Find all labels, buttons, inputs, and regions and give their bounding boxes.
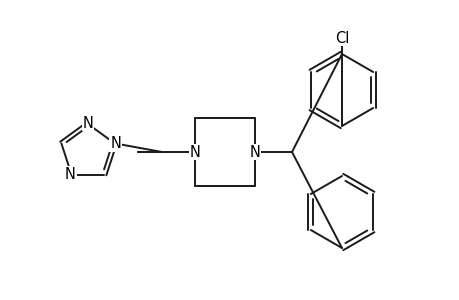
Text: Cl: Cl [334, 31, 348, 46]
Text: N: N [110, 136, 121, 151]
Text: N: N [249, 145, 260, 160]
Text: N: N [65, 167, 76, 182]
Text: N: N [189, 145, 200, 160]
Text: N: N [82, 116, 93, 130]
